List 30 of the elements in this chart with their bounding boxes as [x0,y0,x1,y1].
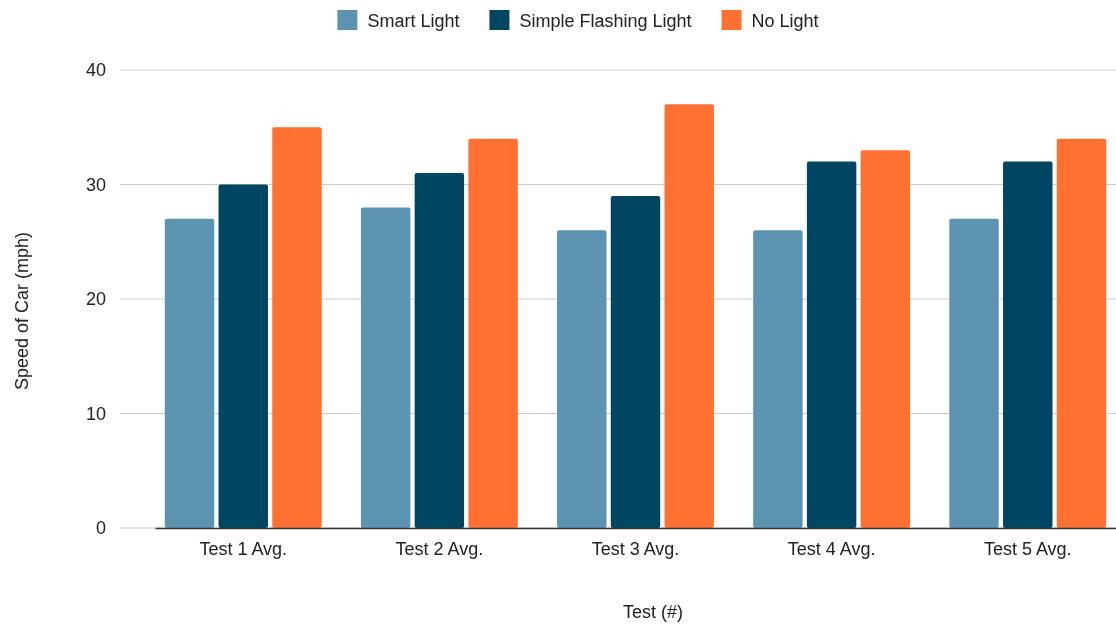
x-axis-title: Test (#) [622,602,684,622]
y-tick-label: 40 [85,60,106,81]
legend-label: Smart Light [367,11,460,31]
bar [610,195,661,528]
x-tick-label: Test 3 Avg. [591,538,680,559]
y-tick-label: 10 [85,403,106,424]
y-axis-title: Speed of Car (mph) [12,231,32,391]
y-tick-label: 0 [95,518,106,539]
bar [272,127,322,528]
bar [860,150,911,528]
bar [218,184,268,528]
bar [468,138,518,528]
bar [164,218,215,528]
bar [414,173,465,528]
bar [664,104,714,528]
bar [949,218,999,528]
bar [1056,138,1107,528]
x-tick-label: Test 4 Avg. [787,538,876,559]
bar [1003,161,1053,528]
y-tick-label: 20 [85,289,106,310]
legend-label: Simple Flashing Light [519,11,692,31]
x-tick-label: Test 1 Avg. [199,538,288,559]
bar [360,207,411,528]
bar [806,161,857,528]
y-tick-label: 30 [85,174,106,195]
bar [753,230,803,528]
bar [557,230,607,528]
x-tick-label: Test 2 Avg. [395,538,484,559]
x-tick-label: Test 5 Avg. [983,538,1072,559]
legend-label: No Light [751,11,819,31]
